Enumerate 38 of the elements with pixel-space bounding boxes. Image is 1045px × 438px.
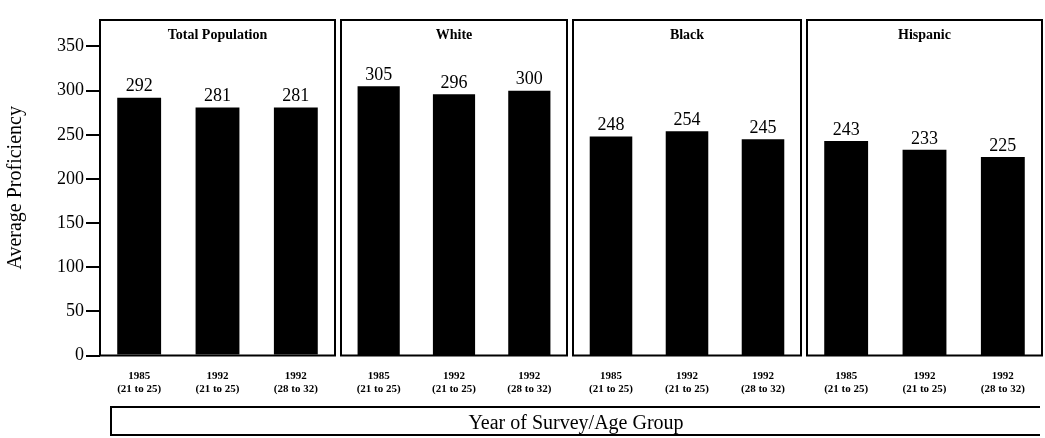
x-tick-label: 1985 (21 to 25) — [589, 369, 634, 396]
data-label: 281 — [282, 85, 310, 106]
data-label: 281 — [204, 85, 231, 106]
text: Total Population — [167, 26, 268, 42]
data-label: 243 — [832, 118, 860, 139]
data-label: 248 — [597, 114, 625, 135]
data-label: 300 — [515, 68, 543, 89]
x-tick-label: 1992 (21 to 25) — [665, 369, 710, 396]
x-tick-label: 1992 (21 to 25) — [902, 369, 947, 396]
x-tick-label: 1985 (21 to 25) — [356, 369, 401, 396]
y-tick-label: 250 — [57, 123, 84, 144]
x-tick-label: 1992 (28 to 32) — [741, 369, 786, 396]
x-tick-label: 1992 (28 to 32) — [273, 369, 319, 396]
y-tick-label: 0 — [75, 344, 84, 365]
data-label: 292 — [125, 75, 153, 96]
data-label: 233 — [911, 127, 938, 148]
data-label: 254 — [673, 109, 701, 130]
data-label: 225 — [989, 134, 1017, 155]
y-tick-label: 200 — [57, 167, 84, 188]
text: White — [435, 26, 473, 42]
x-tick-label: 1985 (21 to 25) — [117, 369, 162, 396]
y-tick-label: 350 — [57, 35, 84, 56]
text: Black — [669, 26, 705, 42]
data-label: 296 — [440, 71, 468, 92]
text: Year of Survey/Age Group — [110, 406, 1040, 436]
y-tick-label: 300 — [57, 79, 84, 100]
y-axis-title: Average Proficiency — [3, 106, 27, 270]
y-tick-label: 150 — [57, 211, 84, 232]
x-tick-label: 1992 (28 to 32) — [507, 369, 552, 396]
x-tick-label: 1992 (28 to 32) — [980, 369, 1026, 396]
y-tick-label: 100 — [57, 256, 84, 277]
data-label: 245 — [749, 116, 777, 137]
y-tick-label: 50 — [66, 300, 84, 321]
x-tick-label: 1992 (21 to 25) — [195, 369, 240, 396]
text: Hispanic — [898, 26, 951, 42]
x-tick-label: 1992 (21 to 25) — [432, 369, 477, 396]
data-label: 305 — [365, 63, 393, 84]
x-tick-label: 1985 (21 to 25) — [824, 369, 869, 396]
